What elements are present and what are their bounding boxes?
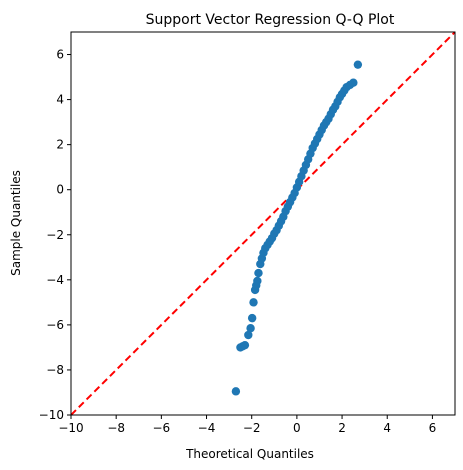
data-point: [246, 324, 255, 333]
data-point: [349, 78, 358, 87]
data-point: [231, 387, 241, 396]
x-tick-label: 4: [383, 421, 391, 435]
y-tick-label: −4: [46, 273, 64, 287]
x-tick-label: 2: [338, 421, 346, 435]
x-tick-label: −4: [198, 421, 216, 435]
x-tick-label: 0: [293, 421, 301, 435]
reference-line: [71, 32, 455, 415]
y-tick-label: −6: [46, 318, 64, 332]
x-tick-label: −6: [153, 421, 171, 435]
y-tick-label: 0: [56, 183, 64, 197]
x-tick-label: −10: [58, 421, 83, 435]
data-point: [353, 60, 363, 69]
y-axis-label: Sample Quantiles: [9, 170, 23, 276]
y-tick-label: 2: [56, 138, 64, 152]
y-tick-label: 4: [56, 93, 64, 107]
data-point: [254, 268, 263, 278]
y-tick-label: −2: [46, 228, 64, 242]
y-tick-label: 6: [56, 48, 64, 62]
data-point: [240, 340, 250, 350]
data-point: [247, 313, 257, 323]
x-tick-label: −2: [243, 421, 261, 435]
x-axis-label: Theoretical Quantiles: [185, 447, 314, 461]
data-point: [244, 330, 253, 340]
y-tick-label: −10: [39, 408, 64, 422]
plot-frame: [70, 31, 456, 416]
x-tick-label: −8: [107, 421, 125, 435]
plot-marks: [71, 32, 455, 415]
chart-title: Support Vector Regression Q-Q Plot: [146, 12, 395, 28]
data-point: [253, 276, 262, 286]
x-tick-label: 6: [429, 421, 437, 435]
data-point: [249, 298, 258, 307]
y-tick-label: −8: [46, 363, 64, 377]
plot-area: −10 −8 −6 −4 −2 0 2 4 6 −10 −8 −6 −4 −2 0 2 4 6: [39, 31, 456, 435]
